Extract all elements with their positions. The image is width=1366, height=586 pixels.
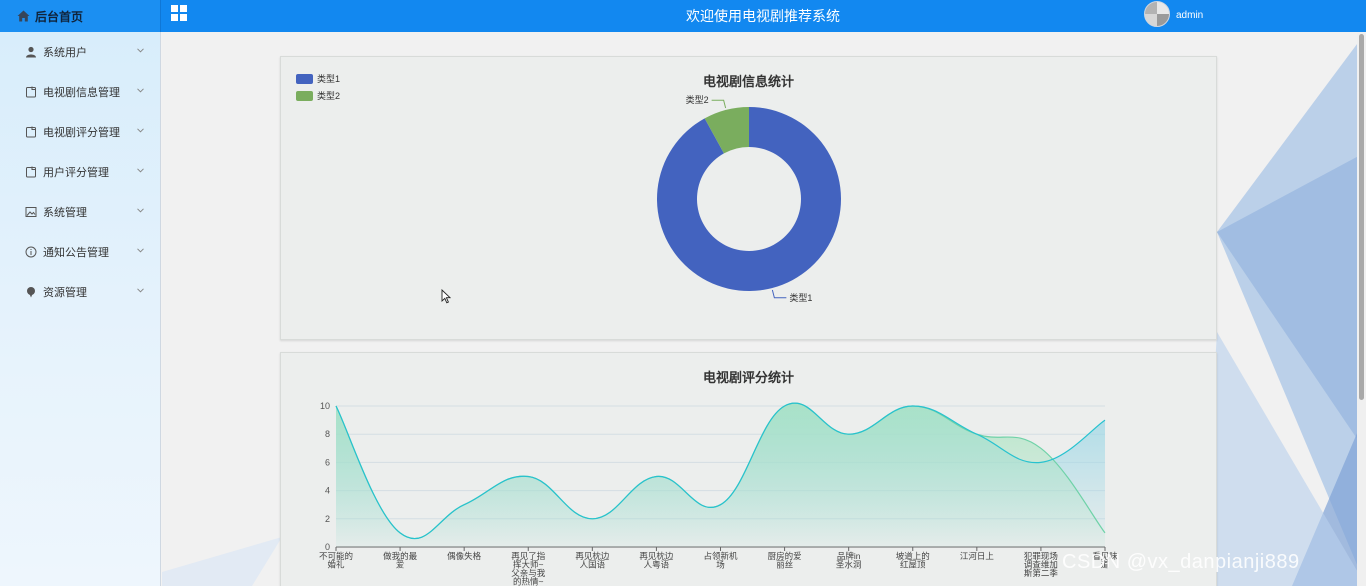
y-tick-label: 0 [325, 542, 330, 552]
chevron-down-icon [137, 88, 144, 93]
user-name[interactable]: admin [1176, 10, 1204, 21]
series-line-1[interactable] [335, 402, 1106, 540]
x-tick-label: 再见了指挥大师~父亲与我的热情~ [511, 551, 546, 586]
menu-toggle-grid-icon[interactable] [171, 5, 187, 21]
sidebar-item-system-users[interactable]: 系统用户 [0, 32, 160, 72]
avatar[interactable] [1144, 1, 1170, 27]
chevron-down-icon [137, 168, 144, 173]
sidebar-item-label: 系统用户 [43, 47, 87, 59]
y-tick-label: 2 [325, 514, 330, 524]
legend-item-type1[interactable]: 类型1 [296, 70, 340, 87]
line-chart: 0 2 4 6 8 10 不可能的婚礼 做我的最爱 偶像失格 再见了指挥大师~父亲与我的热情~ 再见… [319, 401, 1118, 586]
scrollbar-thumb[interactable] [1359, 34, 1364, 400]
pie-slice-2[interactable] [704, 107, 749, 154]
csdn-watermark: CSDN @vx_danpianji889 [1062, 551, 1300, 573]
chevron-down-icon [137, 208, 144, 213]
x-tick-label: 江河日上 [960, 551, 995, 561]
pin-icon [27, 287, 35, 298]
image-icon [25, 207, 37, 217]
top-header: 后台首页 欢迎使用电视剧推荐系统 admin [0, 0, 1366, 32]
pie-label-line [771, 289, 787, 299]
sidebar-item-label: 通知公告管理 [43, 247, 109, 259]
sidebar-item-notice[interactable]: 通知公告管理 [0, 232, 160, 272]
sidebar-item-label: 电视剧评分管理 [43, 127, 120, 139]
sidebar-item-drama-rating[interactable]: 电视剧评分管理 [0, 112, 160, 152]
home-label: 后台首页 [35, 9, 84, 24]
mouse-cursor-icon [441, 289, 451, 304]
pie-chart-title: 电视剧信息统计 [702, 74, 794, 89]
x-tick-label: 再见枕边人粤语 [639, 551, 674, 570]
home-icon [17, 10, 30, 22]
x-tick-label: 犯罪现场调查维加斯第二季 [1024, 551, 1059, 578]
legend-label: 类型2 [317, 91, 341, 101]
x-tick-label: 做我的最爱 [383, 551, 418, 570]
drama-rating-chart-panel: 电视剧评分统计 0 2 4 6 8 10 不可能的婚礼 做我的最爱 偶像失格 再见了指挥大师~父亲… [280, 352, 1217, 586]
line-chart-title: 电视剧评分统计 [702, 370, 794, 385]
home-link[interactable]: 后台首页 [0, 0, 161, 32]
legend-item-type2[interactable]: 类型2 [296, 87, 340, 104]
drama-info-chart-panel: 电视剧信息统计 类型1 类型2 类型1 类型2 [280, 56, 1217, 340]
user-icon [26, 46, 36, 58]
chevron-down-icon [137, 128, 144, 133]
pie-slice-1[interactable] [657, 107, 841, 291]
pie-chart: 类型1 类型2 [657, 94, 841, 303]
document-icon [26, 126, 36, 138]
x-tick-label: 厨房的爱丽丝 [768, 551, 802, 570]
main-content: 电视剧信息统计 类型1 类型2 类型1 类型2 电视剧评分统计 0 2 4 6 8 10 不可… [162, 32, 1366, 586]
pie-legend: 类型1 类型2 [296, 70, 340, 104]
sidebar-item-system-management[interactable]: 系统管理 [0, 192, 160, 232]
sidebar: 系统用户 电视剧信息管理 电视剧评分管理 用户评分管理 系统管理 通知公告管理 … [0, 32, 161, 586]
y-tick-label: 6 [325, 457, 330, 467]
sidebar-item-drama-info[interactable]: 电视剧信息管理 [0, 72, 160, 112]
background-decoration [162, 32, 1366, 586]
legend-swatch [296, 90, 313, 101]
x-tick-label: 占领新机场 [703, 551, 738, 570]
vertical-scrollbar[interactable] [1357, 32, 1366, 586]
system-title: 欢迎使用电视剧推荐系统 [686, 8, 840, 24]
info-icon [25, 246, 37, 258]
y-tick-label: 4 [325, 486, 330, 496]
x-tick-label: 偶像失格 [447, 551, 482, 561]
chevron-down-icon [137, 288, 144, 293]
legend-label: 类型1 [317, 74, 341, 84]
x-tick-label: 坡道上的红屋顶 [896, 551, 930, 570]
legend-swatch [296, 73, 313, 84]
x-tick-label: 品牌in 圣水洞 [836, 551, 862, 570]
document-icon [26, 166, 36, 178]
x-tick-label: 不可能的婚礼 [319, 551, 353, 570]
sidebar-item-resources[interactable]: 资源管理 [0, 272, 160, 312]
sidebar-item-label: 电视剧信息管理 [43, 87, 120, 99]
x-tick-label: 看见味道 [1092, 551, 1118, 570]
sidebar-item-label: 用户评分管理 [43, 167, 109, 179]
y-tick-label: 10 [320, 401, 330, 411]
sidebar-item-label: 系统管理 [43, 207, 87, 219]
pie-slice-label: 类型2 [686, 94, 709, 105]
sidebar-item-user-rating[interactable]: 用户评分管理 [0, 152, 160, 192]
sidebar-item-label: 资源管理 [43, 287, 87, 299]
chevron-down-icon [137, 248, 144, 253]
chevron-down-icon [137, 48, 144, 53]
document-icon [26, 86, 36, 98]
y-tick-label: 8 [325, 429, 330, 439]
series-area-2 [336, 403, 1105, 547]
pie-label-line [711, 99, 727, 109]
x-tick-label: 再见枕边人国语 [575, 551, 610, 570]
pie-slice-label: 类型1 [789, 292, 812, 303]
